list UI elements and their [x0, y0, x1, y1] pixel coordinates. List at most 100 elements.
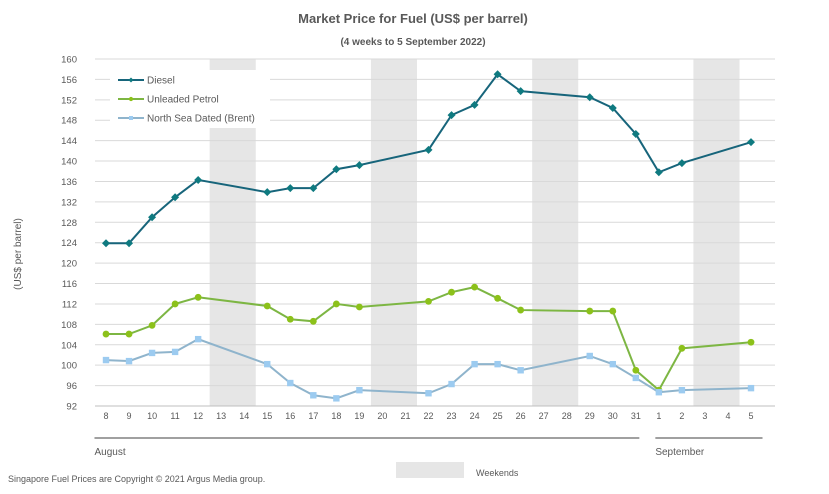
weekend-band: [532, 59, 579, 406]
data-point: [517, 306, 525, 314]
data-point: [148, 213, 157, 222]
series-diesel: [102, 70, 755, 248]
y-tick-label: 128: [61, 218, 77, 229]
y-tick-label: 112: [62, 299, 77, 310]
x-tick-label: 1: [656, 411, 661, 421]
data-point: [263, 188, 272, 197]
x-tick-label: 27: [539, 411, 549, 421]
x-tick-label: 8: [103, 411, 108, 421]
y-tick-label: 136: [61, 177, 77, 188]
legend-label: North Sea Dated (Brent): [147, 114, 255, 125]
data-point: [586, 307, 594, 315]
data-point: [356, 386, 363, 394]
data-point: [287, 379, 294, 387]
y-tick-label: 116: [62, 279, 77, 290]
data-point: [309, 317, 317, 325]
data-point: [194, 175, 203, 184]
x-tick-label: 3: [702, 411, 707, 421]
x-tick-label: 24: [470, 411, 480, 421]
y-tick-label: 148: [61, 116, 77, 127]
chart-subtitle: (4 weeks to 5 September 2022): [340, 37, 485, 48]
data-point: [148, 349, 156, 357]
data-point: [470, 100, 479, 109]
data-point: [171, 348, 179, 356]
data-point: [471, 360, 478, 368]
y-axis-label: (US$ per barrel): [13, 218, 24, 290]
series-north-sea-dated-brent-: [102, 335, 755, 402]
data-point: [608, 103, 617, 112]
data-point: [332, 165, 341, 174]
weekend-band: [370, 59, 417, 406]
legend-label: Unleaded Petrol: [147, 95, 219, 106]
data-point: [148, 321, 156, 329]
data-point: [333, 395, 340, 402]
data-point: [471, 283, 478, 291]
month-label: August: [94, 447, 125, 458]
data-point: [332, 300, 340, 308]
data-point: [494, 294, 502, 302]
data-point: [448, 288, 455, 296]
x-tick-label: 14: [239, 411, 249, 421]
data-point: [678, 344, 686, 352]
data-point: [194, 293, 202, 301]
x-tick-label: 11: [170, 411, 179, 421]
data-point: [102, 356, 110, 364]
data-point: [125, 357, 133, 365]
y-tick-label: 100: [61, 361, 77, 372]
y-tick-label: 132: [61, 197, 77, 208]
legend-marker: [129, 116, 133, 120]
month-label: September: [655, 447, 705, 458]
data-point: [517, 367, 524, 374]
data-point: [309, 184, 318, 193]
data-point: [678, 386, 686, 394]
copyright-footer: Singapore Fuel Prices are Copyright © 20…: [8, 474, 265, 484]
data-point: [424, 145, 433, 154]
weekend-legend-label: Weekends: [476, 468, 519, 478]
data-point: [447, 111, 456, 120]
x-tick-label: 9: [127, 411, 132, 421]
x-tick-label: 29: [585, 411, 595, 421]
x-tick-label: 25: [493, 411, 503, 421]
data-point: [609, 307, 617, 315]
data-point: [632, 366, 640, 374]
y-tick-label: 152: [61, 95, 77, 106]
weekend-band: [693, 59, 740, 406]
data-point: [194, 335, 202, 343]
data-point: [102, 239, 110, 248]
data-point: [494, 360, 501, 368]
y-tick-label: 144: [61, 136, 77, 147]
x-tick-label: 31: [631, 411, 641, 421]
x-tick-label: 18: [331, 411, 341, 421]
data-point: [747, 338, 755, 346]
data-point: [631, 130, 640, 139]
x-tick-label: 23: [447, 411, 457, 421]
data-point: [677, 159, 686, 168]
x-tick-label: 17: [308, 411, 318, 421]
x-tick-label: 15: [262, 411, 272, 421]
data-point: [355, 161, 364, 170]
data-point: [586, 352, 593, 360]
x-tick-label: 21: [400, 411, 410, 421]
data-point: [102, 330, 110, 338]
legend-marker: [128, 96, 134, 102]
y-tick-label: 96: [66, 381, 77, 392]
series-line: [105, 338, 752, 400]
legend-label: Diesel: [147, 76, 175, 87]
x-tick-label: 16: [285, 411, 295, 421]
data-point: [263, 302, 271, 310]
data-point: [425, 297, 432, 305]
data-point: [632, 374, 640, 382]
x-tick-label: 4: [725, 411, 730, 421]
chart-title: Market Price for Fuel (US$ per barrel): [298, 11, 528, 26]
data-point: [585, 93, 594, 102]
data-point: [125, 330, 133, 338]
data-point: [747, 138, 755, 147]
x-tick-label: 5: [748, 411, 753, 421]
weekend-legend-swatch: [396, 462, 464, 478]
y-tick-label: 160: [61, 55, 77, 66]
y-tick-label: 156: [61, 75, 77, 86]
data-point: [310, 392, 317, 399]
x-tick-label: 28: [562, 411, 572, 421]
y-tick-label: 124: [61, 238, 77, 249]
